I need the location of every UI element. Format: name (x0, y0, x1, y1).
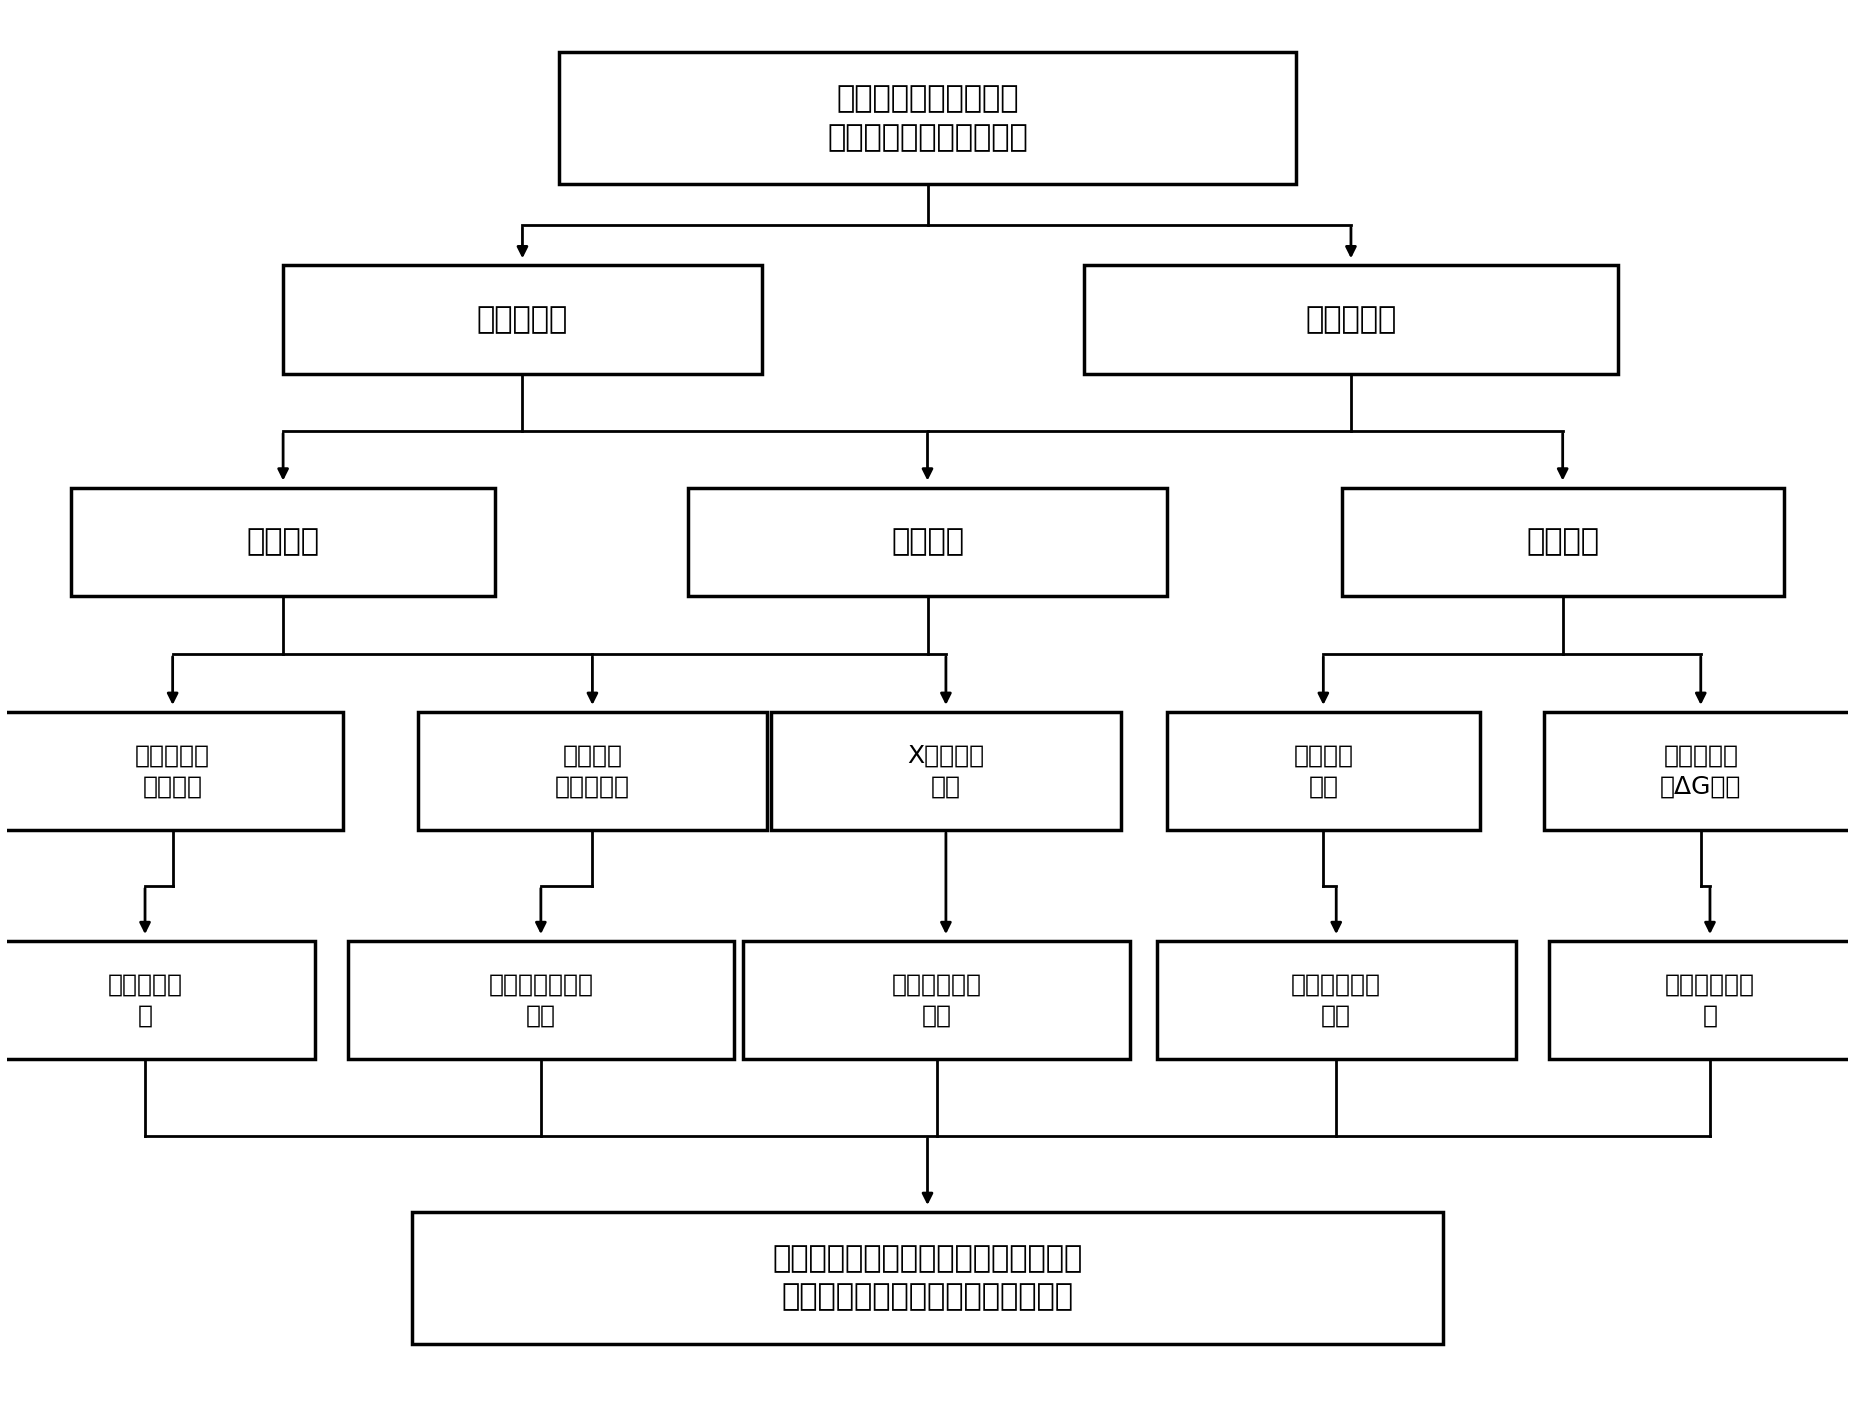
Text: 动力学研究: 动力学研究 (477, 304, 568, 334)
Text: 确定反应方程
式: 确定反应方程 式 (1666, 972, 1755, 1028)
Bar (412, 1212, 1443, 1344)
Bar (0, 941, 315, 1059)
Text: 表面形貌分
析: 表面形貌分 析 (108, 972, 182, 1028)
Text: 扫描电镜
和能谱分析: 扫描电镜 和能谱分析 (555, 744, 631, 798)
Bar (772, 711, 1120, 831)
Text: 热力学自由
能ΔG计算: 热力学自由 能ΔG计算 (1660, 744, 1742, 798)
Bar (284, 265, 762, 373)
Bar (1549, 941, 1855, 1059)
Text: 腐蚀产物成分
分析: 腐蚀产物成分 分析 (892, 972, 981, 1028)
Bar (347, 941, 735, 1059)
Text: 黄磷尾气燃气中磷、硫腐蚀介质对锅炉
材料的低温腐蚀动力学和热力学规律: 黄磷尾气燃气中磷、硫腐蚀介质对锅炉 材料的低温腐蚀动力学和热力学规律 (772, 1244, 1083, 1312)
Text: 组分因素: 组分因素 (247, 528, 319, 556)
Text: 黄磷尾气有害杂质磷低
温露点腐蚀模拟试验方法: 黄磷尾气有害杂质磷低 温露点腐蚀模拟试验方法 (827, 84, 1028, 152)
Text: 热力学研究: 热力学研究 (1306, 304, 1397, 334)
Bar (1543, 711, 1855, 831)
Text: 机械性能损失
分析: 机械性能损失 分析 (1291, 972, 1382, 1028)
Bar (1083, 265, 1618, 373)
Bar (558, 52, 1297, 184)
Text: 局部形貌及成分
分析: 局部形貌及成分 分析 (488, 972, 594, 1028)
Bar (417, 711, 768, 831)
Bar (2, 711, 343, 831)
Bar (70, 488, 495, 596)
Bar (1341, 488, 1785, 596)
Text: 温度因素: 温度因素 (1527, 528, 1599, 556)
Bar (1167, 711, 1480, 831)
Text: 浓度因素: 浓度因素 (890, 528, 965, 556)
Bar (744, 941, 1130, 1059)
Text: X射线衍射
分析: X射线衍射 分析 (907, 744, 985, 798)
Bar (688, 488, 1167, 596)
Bar (1158, 941, 1516, 1059)
Text: 光学显微和
金相分析: 光学显微和 金相分析 (135, 744, 210, 798)
Text: 机械性能
测试: 机械性能 测试 (1293, 744, 1354, 798)
